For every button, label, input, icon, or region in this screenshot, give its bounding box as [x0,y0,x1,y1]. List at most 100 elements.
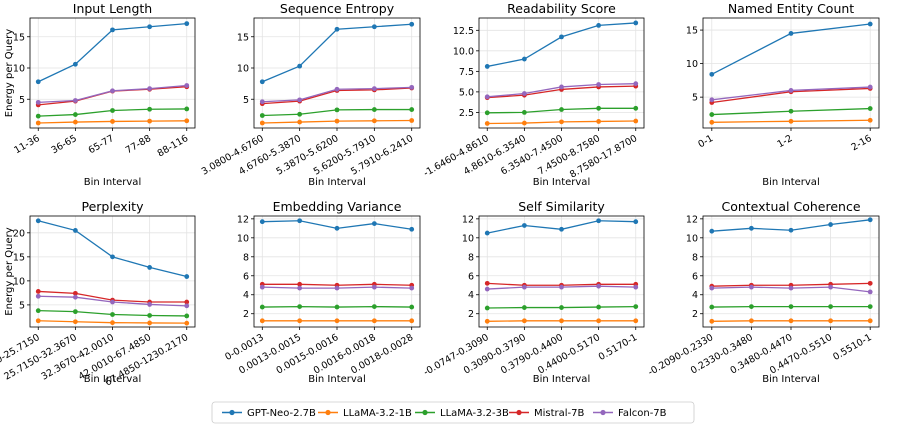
legend-entry-llama-3-2-1b: LLaMA-3.2-1B [318,408,412,419]
series-llama-3-2-3b [259,107,415,118]
data-point [484,94,490,100]
data-point [596,105,602,111]
x-tick-label: 2-16 [850,133,874,153]
data-point [184,303,190,309]
data-point [297,97,303,103]
data-point [749,284,754,290]
x-axis-label: Bin Interval [84,177,141,188]
data-point [788,118,794,124]
data-point [867,21,873,27]
series-llama-3-2-3b [259,304,415,310]
series-llama-3-2-1b [35,118,190,126]
data-point [35,308,41,314]
x-tick-label: 0.5510-1 [831,332,873,363]
y-tick-label: 12 [462,214,474,225]
y-tick-label: 2 [243,309,249,320]
y-tick-label: 5 [19,300,25,311]
data-point [521,284,527,290]
data-point [867,318,873,324]
panel-title: Readability Score [507,1,616,16]
panel-title: Named Entity Count [728,1,854,16]
data-point [371,24,377,30]
series-gpt-neo-2-7b [709,21,873,77]
series-gpt-neo-2-7b [35,218,190,279]
data-point [559,318,564,324]
data-point [35,99,41,105]
data-point [559,107,564,112]
data-point [521,318,527,324]
data-point [409,226,415,232]
data-point [709,285,715,291]
data-point [72,290,78,296]
data-point [371,118,377,124]
data-point [371,86,377,92]
x-tick-label: 11-36 [12,133,41,156]
data-point [709,97,715,103]
x-tick-label: 3.0800-4.6760 [200,133,266,177]
series-llama-3-2-1b [709,318,873,324]
data-point [72,228,78,233]
data-point [633,20,639,26]
data-point [259,120,265,126]
data-point [633,318,639,324]
data-point [72,98,78,103]
data-point [72,119,78,125]
data-point [828,222,833,227]
x-axis-label: Bin Interval [762,374,819,385]
data-point [259,304,265,310]
x-tick-label: -0.0747-0.3090 [422,332,491,378]
legend-marker [325,409,331,416]
x-axis-label: Bin Interval [84,374,141,385]
data-point [147,24,153,30]
data-point [297,281,303,287]
y-tick-label: 10 [13,276,25,287]
data-point [259,318,265,324]
data-point [409,107,415,112]
data-point [409,285,415,291]
data-point [484,64,490,69]
y-tick-label: 5.0 [459,87,474,98]
data-point [409,118,415,123]
data-point [297,285,303,291]
data-point [334,86,340,92]
data-point [334,285,340,291]
data-point [259,99,265,105]
data-point [709,318,715,324]
data-point [147,302,153,307]
data-point [297,218,303,224]
y-tick-label: 20 [13,228,25,239]
series-falcon-7b [709,84,873,103]
data-point [484,286,490,292]
x-tick-label: 1-2 [776,133,795,150]
data-point [828,304,833,310]
data-point [559,84,564,90]
data-point [147,320,153,326]
series-gpt-neo-2-7b [259,21,415,85]
data-point [596,304,602,310]
data-point [484,110,490,116]
y-tick-label: 5 [692,93,698,104]
x-tick-label: 0-1 [696,133,715,150]
y-tick-label: 5 [243,95,249,106]
data-point [867,289,873,295]
data-point [147,265,153,270]
y-tick-label: 12 [686,214,698,225]
data-point [828,284,833,290]
panel-readability-score: 2.55.07.510.012.5-1.6460-4.86104.8610-6.… [422,1,645,188]
data-point [633,284,639,290]
data-point [709,112,715,117]
data-point [184,106,190,112]
data-point [749,304,754,310]
legend-label: Falcon-7B [618,408,667,419]
data-point [35,289,41,294]
y-tick-label: 15 [237,32,249,43]
y-tick-label: 15 [686,26,698,37]
panel-title: Self Similarity [518,199,605,214]
y-tick-label: 5 [19,95,25,106]
x-tick-label: -1.6460-4.8610 [422,133,491,179]
data-point [35,113,41,119]
data-point [788,318,794,324]
data-point [110,88,115,94]
series-falcon-7b [35,293,190,309]
